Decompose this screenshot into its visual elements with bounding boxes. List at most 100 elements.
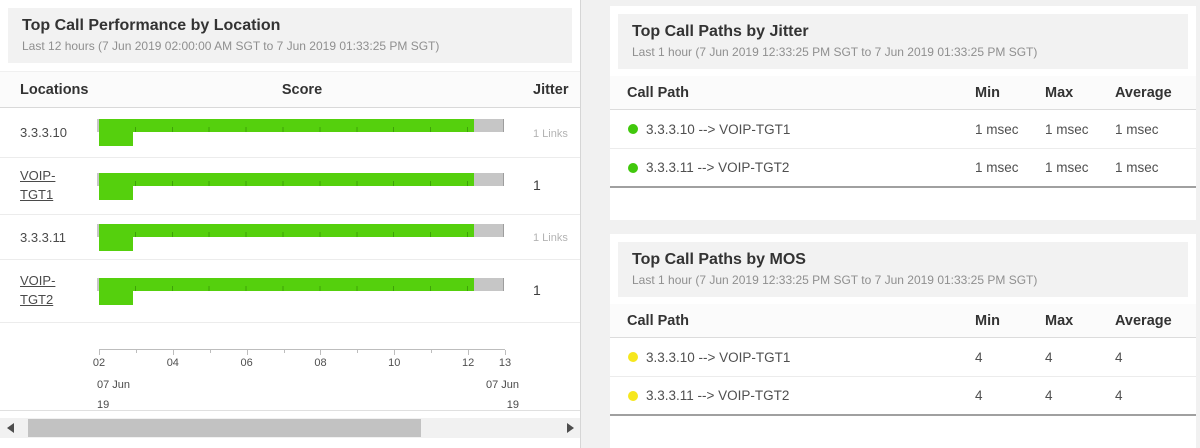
- location-link[interactable]: VOIP-TGT2: [20, 273, 56, 307]
- axis-tick: [357, 350, 359, 353]
- min-value: 4: [975, 349, 983, 365]
- column-header-call-path: Call Path: [627, 312, 690, 329]
- max-value: 4: [1045, 349, 1053, 365]
- axis-tick: [283, 350, 285, 353]
- status-dot-yellow: [628, 352, 638, 362]
- max-value: 1 msec: [1045, 121, 1089, 137]
- jitter-value: 1: [533, 282, 541, 298]
- column-header-max: Max: [1045, 84, 1074, 101]
- location-label: 3.3.3.11: [20, 229, 67, 245]
- call-path-label: 3.3.3.11 --> VOIP-TGT2: [646, 160, 790, 175]
- arrow-right-icon: [566, 423, 574, 433]
- location-label: VOIP-TGT2: [0, 272, 97, 310]
- table-row: 3.3.3.10 1 Links: [0, 108, 580, 158]
- table-header-row: Locations Score Jitter: [0, 71, 580, 108]
- column-header-call-path: Call Path: [627, 84, 690, 101]
- time-axis: 07 Jun 19 07 Jun 19 02 04 06 08 10 12 13: [93, 335, 519, 415]
- right-column: Top Call Paths by Jitter Last 1 hour (7 …: [610, 0, 1196, 448]
- average-value: 4: [1115, 388, 1123, 403]
- average-value: 1 msec: [1115, 160, 1159, 175]
- horizontal-scrollbar[interactable]: [0, 418, 580, 438]
- table-header-row: Call Path Min Max Average: [610, 304, 1196, 338]
- widget-title: Top Call Performance by Location: [22, 17, 281, 34]
- axis-tick-label: 04: [166, 357, 179, 369]
- axis-tick: [172, 350, 174, 355]
- average-value: 4: [1115, 349, 1123, 365]
- table-row: 3.3.3.11 --> VOIP-TGT2 4 4 4: [610, 377, 1196, 416]
- score-bars: [97, 172, 507, 200]
- score-bar-green: [99, 223, 474, 237]
- axis-tick-label: 12: [461, 357, 475, 369]
- widget-header: Top Call Performance by Location Last 12…: [8, 8, 572, 63]
- score-bar-track[interactable]: [97, 119, 504, 132]
- table-row: 3.3.3.10 --> VOIP-TGT1 1 msec 1 msec 1 m…: [610, 110, 1196, 149]
- axis-tick-label: 13: [498, 357, 512, 369]
- status-dot-green: [628, 124, 638, 134]
- call-path-label: 3.3.3.10 --> VOIP-TGT1: [646, 349, 791, 365]
- score-bar-green: [99, 172, 474, 186]
- average-value: 1 msec: [1115, 121, 1159, 137]
- min-value: 1 msec: [975, 160, 1019, 175]
- score-bar-track[interactable]: [97, 172, 504, 186]
- jitter-value: 1: [533, 177, 541, 193]
- call-path-label: 3.3.3.11 --> VOIP-TGT2: [646, 388, 790, 403]
- score-sub-bar[interactable]: [99, 132, 133, 146]
- status-dot-yellow: [628, 390, 638, 401]
- scrollbar-thumb[interactable]: [28, 419, 421, 437]
- score-bar-green: [99, 119, 474, 132]
- axis-tick-label: 08: [314, 357, 327, 369]
- widget-subtitle: Last 1 hour (7 Jun 2019 12:33:25 PM SGT …: [632, 45, 1038, 59]
- status-dot-green: [628, 162, 638, 173]
- call-paths-jitter-widget: Top Call Paths by Jitter Last 1 hour (7 …: [610, 6, 1196, 220]
- widget-title: Top Call Paths by Jitter: [632, 23, 809, 40]
- axis-start-date: 07 Jun 19: [97, 379, 131, 411]
- column-header-min: Min: [975, 312, 1000, 329]
- table-row: VOIP-TGT2 1: [0, 260, 580, 323]
- location-label: 3.3.3.10: [20, 125, 67, 140]
- axis-tick-label: 10: [388, 357, 401, 369]
- score-bar-track[interactable]: [97, 277, 504, 291]
- widget-title: Top Call Paths by MOS: [632, 251, 806, 268]
- panel-divider: [0, 410, 580, 411]
- column-header-score: Score: [281, 81, 323, 98]
- column-header-max: Max: [1045, 312, 1074, 329]
- axis-tick: [135, 350, 137, 353]
- scroll-left-button[interactable]: [0, 418, 20, 438]
- table-row: 3.3.3.11 1 Links: [0, 215, 580, 260]
- axis-tick: [431, 350, 433, 353]
- column-header-average: Average: [1115, 84, 1172, 101]
- scroll-right-button[interactable]: [560, 418, 580, 438]
- axis-tick: [505, 350, 506, 355]
- call-path-label: 3.3.3.10 --> VOIP-TGT1: [646, 121, 791, 137]
- axis-end-date: 07 Jun 19: [485, 379, 519, 411]
- score-bar-track[interactable]: [97, 223, 504, 237]
- score-bar-green: [99, 277, 474, 291]
- location-label: VOIP-TGT1: [0, 167, 97, 205]
- score-bars: [97, 223, 507, 251]
- table-row: 3.3.3.10 --> VOIP-TGT1 4 4 4: [610, 338, 1196, 377]
- axis-tick: [246, 350, 248, 355]
- axis-line: [99, 349, 505, 350]
- min-value: 1 msec: [975, 121, 1019, 137]
- score-sub-bar[interactable]: [99, 236, 133, 251]
- score-sub-bar[interactable]: [99, 290, 133, 305]
- column-header-locations: Locations: [20, 81, 89, 98]
- column-header-average: Average: [1115, 312, 1172, 329]
- score-bars: [97, 119, 507, 146]
- gridline-ticks: [99, 285, 474, 291]
- widget-subtitle: Last 1 hour (7 Jun 2019 12:33:25 PM SGT …: [632, 273, 1038, 287]
- location-link[interactable]: VOIP-TGT1: [20, 168, 56, 202]
- max-value: 4: [1045, 388, 1053, 403]
- table-row: 3.3.3.11 --> VOIP-TGT2 1 msec 1 msec 1 m…: [610, 149, 1196, 188]
- arrow-left-icon: [6, 423, 14, 433]
- jitter-value: 1 Links: [533, 232, 568, 244]
- call-paths-mos-widget: Top Call Paths by MOS Last 1 hour (7 Jun…: [610, 234, 1196, 448]
- column-header-jitter: Jitter: [533, 81, 569, 98]
- axis-tick-label: 06: [240, 357, 253, 369]
- score-sub-bar[interactable]: [99, 185, 133, 200]
- jitter-value: 1 Links: [533, 127, 568, 140]
- min-value: 4: [975, 388, 983, 403]
- gridline-ticks: [99, 127, 474, 132]
- gridline-ticks: [99, 180, 474, 186]
- axis-tick-label: 02: [92, 357, 106, 369]
